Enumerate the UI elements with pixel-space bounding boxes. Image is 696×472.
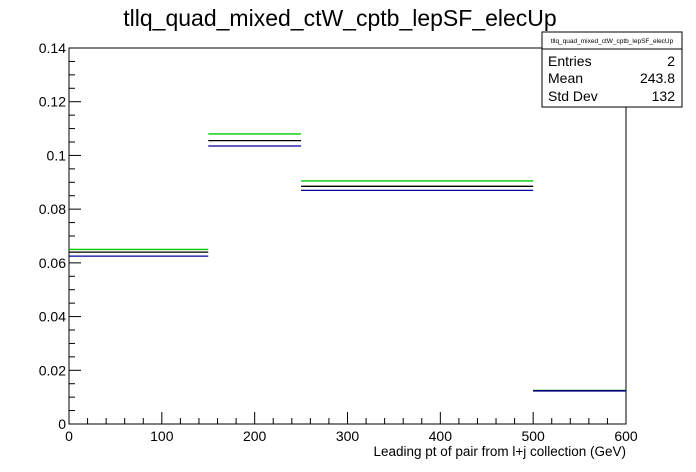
histogram-series (69, 133, 626, 392)
stats-mean-value: 243.8 (640, 70, 675, 86)
stats-stddev-label: Std Dev (548, 88, 598, 104)
chart-title: tllq_quad_mixed_ctW_cptb_lepSF_elecUp (123, 5, 556, 31)
y-tick-label: 0.14 (39, 40, 66, 56)
x-tick-label: 600 (614, 428, 638, 444)
y-tick-label: 0.04 (39, 309, 66, 325)
x-tick-label: 100 (150, 428, 174, 444)
stats-stddev-value: 132 (652, 88, 676, 104)
y-axis-ticks (69, 47, 81, 425)
y-tick-label: 0.06 (39, 255, 66, 271)
stats-box: tllq_quad_mixed_ctW_cptb_lepSF_elecUp En… (541, 31, 683, 108)
x-axis-ticks (68, 412, 627, 424)
y-axis-tick-labels: 0 0.02 0.04 0.06 0.08 0.1 0.12 0.14 (39, 40, 66, 432)
x-tick-label: 300 (336, 428, 360, 444)
y-tick-label: 0.02 (39, 362, 66, 378)
y-tick-label: 0.08 (39, 201, 66, 217)
y-tick-label: 0.12 (39, 94, 66, 110)
series-2 (69, 145, 626, 392)
x-tick-label: 200 (243, 428, 267, 444)
stats-box-title: tllq_quad_mixed_ctW_cptb_lepSF_elecUp (551, 38, 674, 45)
x-tick-label: 400 (429, 428, 453, 444)
x-tick-label: 500 (521, 428, 545, 444)
y-tick-label: 0.1 (47, 147, 67, 163)
x-axis-tick-labels: 0 100 200 300 400 500 600 (65, 428, 638, 444)
x-axis-label: Leading pt of pair from l+j collection (… (374, 444, 627, 459)
stats-entries-label: Entries (548, 53, 592, 69)
x-tick-label: 0 (65, 428, 73, 444)
stats-mean-label: Mean (548, 70, 583, 86)
stats-entries-value: 2 (667, 53, 675, 69)
y-tick-label: 0 (58, 416, 66, 432)
